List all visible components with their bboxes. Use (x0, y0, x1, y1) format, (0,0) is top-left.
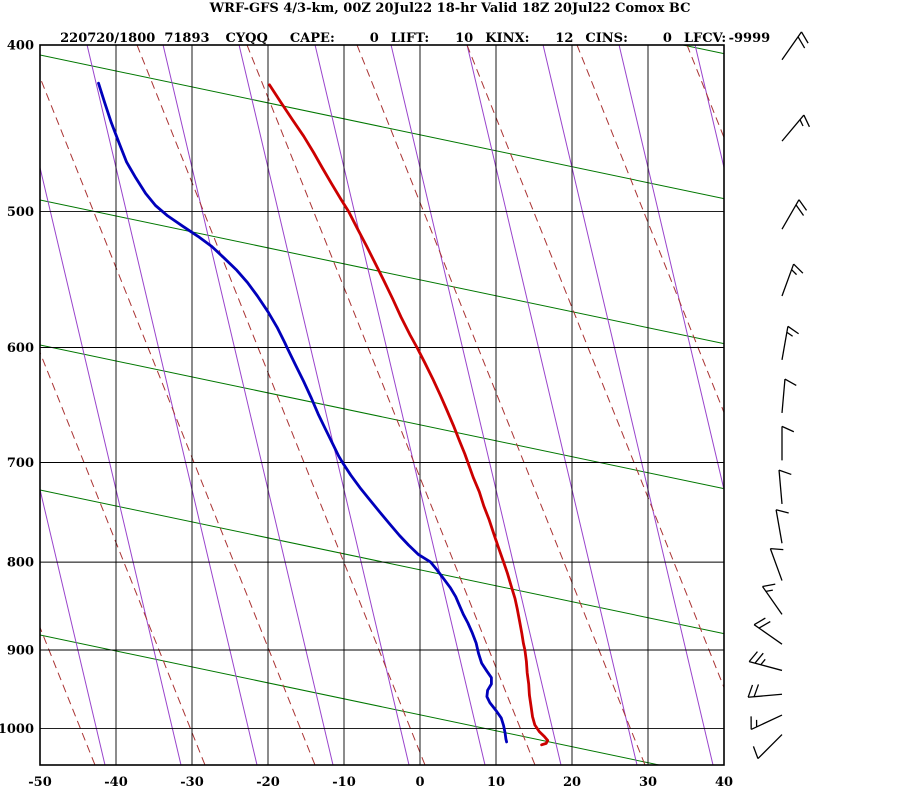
station-icao: CYQQ (225, 31, 268, 46)
mixing-ratio-lines (40, 45, 724, 765)
svg-text:900: 900 (7, 643, 34, 658)
dewpoint-curve (97, 81, 509, 744)
svg-text:1000: 1000 (0, 722, 34, 737)
svg-text:30: 30 (639, 775, 657, 790)
chart-subtitle: 220720/1800 71893 CYQQ CAPE: 0 LIFT: 10 KINX: 12… (42, 16, 770, 61)
plot-border (39, 44, 725, 766)
svg-text:800: 800 (7, 556, 34, 571)
wind-barb (781, 425, 795, 461)
param-label-lfcv: LFCV: (683, 31, 727, 46)
svg-text:-30: -30 (180, 775, 204, 790)
chart-title: WRF-GFS 4/3-km, 00Z 20Jul22 18-hr Valid … (209, 1, 691, 16)
param-label-lift: LIFT: (390, 31, 430, 46)
wind-barb (747, 684, 783, 698)
wind-barb (781, 325, 799, 360)
pressure-tick-labels: 400 500 600 700 800 900 1000 (0, 39, 34, 738)
svg-text:10: 10 (487, 775, 505, 790)
svg-text:700: 700 (7, 456, 34, 471)
wind-barb (778, 469, 792, 505)
wind-barb (769, 547, 784, 581)
wind-barb (775, 509, 789, 544)
param-label-kinx: KINX: (485, 31, 530, 46)
wind-barb (781, 263, 804, 297)
param-value-cins: 0 (662, 31, 672, 46)
wind-barb (781, 31, 809, 61)
temperature-tick-labels: -50 -40 -30 -20 -10 0 10 20 30 40 (28, 775, 733, 790)
station-wmo-id: 71893 (164, 31, 210, 46)
svg-text:0: 0 (415, 775, 424, 790)
station-datetime: 220720/1800 (60, 31, 156, 46)
dry-adiabat-lines (40, 45, 724, 765)
moist-adiabat-lines (40, 45, 724, 765)
wind-barb (781, 199, 808, 230)
wind-barb (761, 583, 783, 615)
wind-barb (753, 617, 783, 645)
svg-text:-20: -20 (256, 775, 280, 790)
svg-text:600: 600 (7, 341, 34, 356)
param-label-cins: CINS: (585, 31, 628, 46)
param-value-lfcv: -9999 (728, 31, 771, 46)
wind-barb (781, 114, 811, 142)
temperature-curve (268, 83, 550, 747)
wind-barb (752, 734, 783, 760)
wind-barb (750, 714, 783, 731)
svg-text:-50: -50 (28, 775, 52, 790)
stability-params: CAPE: 0 LIFT: 10 KINX: 12 CINS: 0 LFCV: -9999 (290, 31, 770, 46)
isobar-gridlines (40, 44, 724, 730)
wind-barb (781, 378, 797, 413)
param-value-kinx: 12 (555, 31, 574, 46)
svg-text:-40: -40 (104, 775, 128, 790)
wind-barb (748, 651, 783, 672)
svg-text:500: 500 (7, 205, 34, 220)
param-value-lift: 10 (455, 31, 474, 46)
svg-text:20: 20 (563, 775, 581, 790)
svg-text:400: 400 (7, 39, 34, 54)
svg-text:-10: -10 (332, 775, 356, 790)
svg-text:40: 40 (715, 775, 733, 790)
param-label-cape: CAPE: (289, 31, 335, 46)
wind-barbs (747, 31, 811, 760)
param-value-cape: 0 (369, 31, 379, 46)
